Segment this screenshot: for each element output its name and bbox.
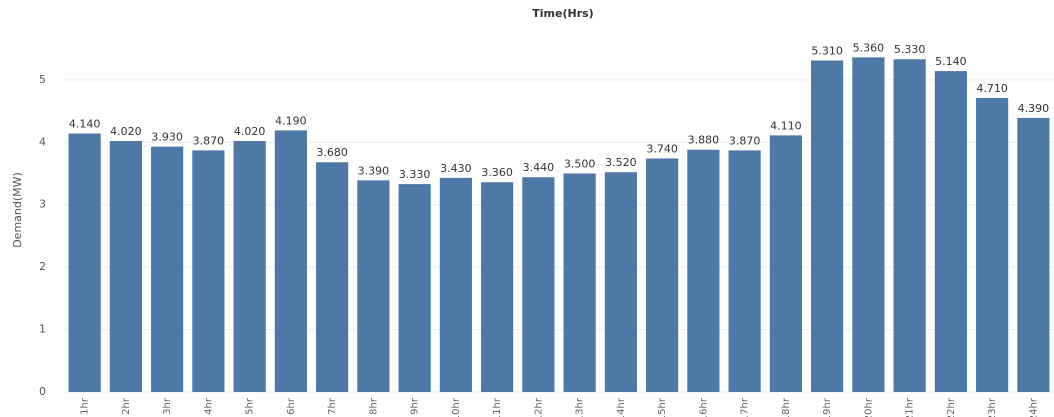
value-label: 3.360: [481, 166, 513, 179]
x-tick-label: 20hr: [863, 397, 874, 417]
chart-title: Time(Hrs): [532, 7, 593, 20]
value-label: 3.880: [688, 134, 720, 147]
bar: [811, 60, 844, 392]
bar: [274, 130, 307, 392]
value-label: 3.500: [564, 157, 596, 170]
bar: [398, 184, 431, 392]
y-tick-label: 4: [39, 135, 46, 148]
value-label: 4.020: [234, 125, 266, 138]
x-tick-label: 13hr: [575, 397, 586, 417]
x-tick-label: 12hr: [533, 397, 544, 417]
value-label: 3.390: [358, 164, 390, 177]
x-tick-label: 22hr: [946, 397, 957, 417]
bar: [728, 150, 761, 392]
value-label: 3.680: [316, 146, 348, 159]
x-tick-label: 18hr: [781, 397, 792, 417]
value-label: 3.870: [193, 134, 225, 147]
value-label: 4.710: [976, 82, 1008, 95]
y-tick-label: 2: [39, 260, 46, 273]
y-tick-label: 5: [39, 73, 46, 86]
value-label: 4.140: [69, 118, 101, 131]
bar: [934, 71, 967, 392]
x-tick-label: 8hr: [368, 397, 379, 415]
x-tick-label: 21hr: [905, 397, 916, 417]
y-tick-label: 3: [39, 198, 46, 211]
bar: [852, 57, 885, 393]
bar: [563, 173, 596, 392]
x-tick-label: 16hr: [698, 397, 709, 417]
bar: [68, 133, 101, 392]
bar: [769, 135, 802, 393]
x-tick-label: 19hr: [822, 397, 833, 417]
value-label: 3.520: [605, 156, 637, 169]
x-tick-label: 6hr: [286, 397, 297, 415]
bar: [316, 162, 349, 392]
bar: [151, 146, 184, 392]
x-tick-label: 3hr: [162, 397, 173, 415]
value-label: 3.930: [151, 131, 183, 144]
y-tick-label: 0: [39, 385, 46, 398]
bar: [192, 150, 225, 392]
value-label: 3.870: [729, 134, 761, 147]
value-label: 5.310: [811, 44, 843, 57]
x-tick-label: 15hr: [657, 397, 668, 417]
bar: [357, 180, 390, 392]
value-label: 3.330: [399, 168, 431, 181]
bar: [646, 158, 679, 392]
value-label: 5.360: [853, 41, 885, 54]
bar: [481, 182, 514, 392]
x-tick-label: 17hr: [740, 397, 751, 417]
y-axis-label: Demand(MW): [11, 172, 24, 248]
x-tick-label: 5hr: [245, 397, 256, 415]
x-tick-label: 9hr: [410, 397, 421, 415]
x-tick-label: 4hr: [203, 397, 214, 415]
bar: [439, 177, 472, 392]
x-tick-label: 7hr: [327, 397, 338, 415]
value-label: 4.390: [1018, 102, 1050, 115]
value-label: 5.330: [894, 43, 926, 56]
bar: [976, 97, 1009, 393]
value-label: 5.140: [935, 55, 967, 68]
bar: [604, 172, 637, 392]
bar: [687, 149, 720, 392]
value-label: 3.430: [440, 162, 472, 175]
value-label: 4.110: [770, 119, 802, 132]
x-tick-label: 10hr: [451, 397, 462, 417]
bar: [109, 141, 142, 392]
bar: [522, 177, 555, 392]
x-tick-label: 23hr: [987, 397, 998, 417]
bar: [1017, 117, 1050, 392]
x-tick-label: 11hr: [492, 397, 503, 417]
value-label: 4.190: [275, 114, 307, 127]
value-label: 3.440: [523, 161, 555, 174]
x-tick-label: 24hr: [1028, 397, 1039, 417]
x-tick-label: 14hr: [616, 397, 627, 417]
bar: [233, 141, 266, 392]
bar: [893, 59, 926, 393]
x-tick-label: 2hr: [121, 397, 132, 415]
value-label: 3.740: [646, 142, 678, 155]
value-label: 4.020: [110, 125, 142, 138]
y-tick-label: 1: [39, 323, 46, 336]
x-tick-label: 1hr: [80, 397, 91, 415]
